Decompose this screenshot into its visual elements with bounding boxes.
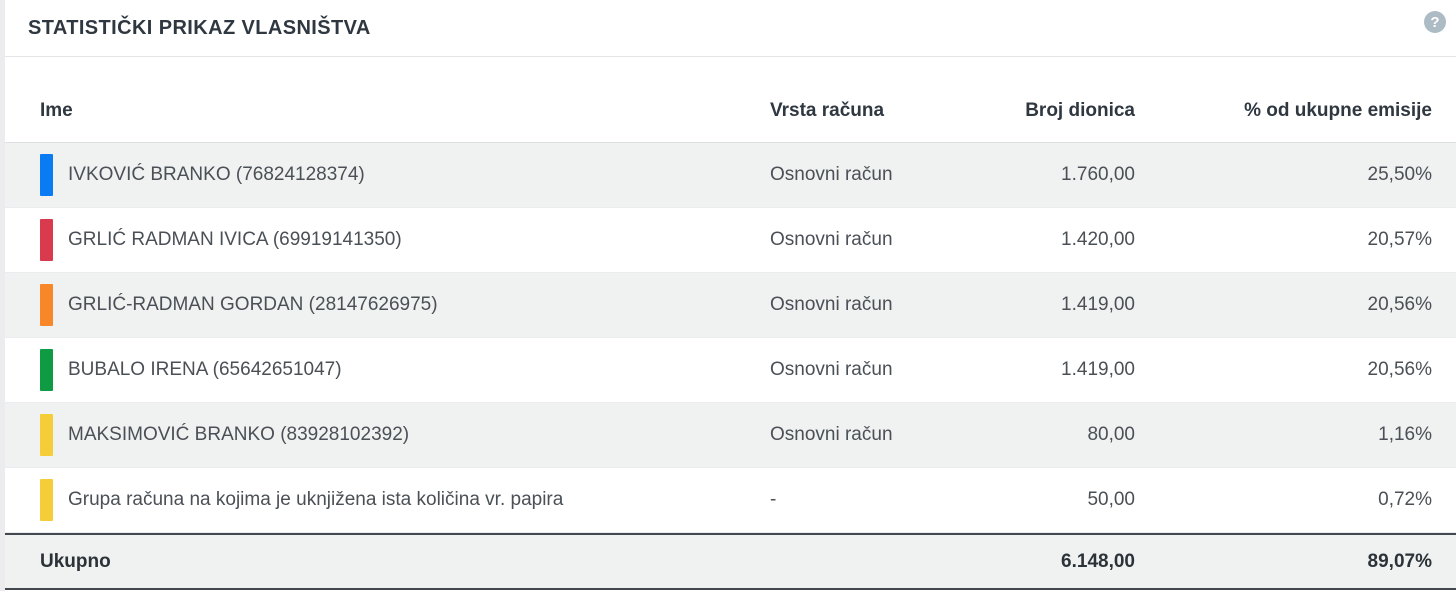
account-type: Osnovni račun bbox=[770, 229, 893, 250]
color-marker-icon bbox=[40, 349, 53, 391]
color-marker-icon bbox=[40, 154, 53, 196]
color-marker-icon bbox=[40, 414, 53, 456]
total-shares: 6.148,00 bbox=[1061, 550, 1135, 572]
page-left-edge bbox=[0, 0, 5, 591]
percent-value: 20,56% bbox=[1367, 359, 1432, 380]
owner-name: Grupa računa na kojima je uknjižena ista… bbox=[68, 489, 564, 510]
column-header-name: Ime bbox=[40, 99, 73, 121]
total-percent: 89,07% bbox=[1367, 550, 1432, 572]
page-title: STATISTIČKI PRIKAZ VLASNIŠTVA bbox=[28, 16, 371, 39]
percent-value: 1,16% bbox=[1378, 424, 1432, 445]
owner-name: GRLIĆ RADMAN IVICA (69919141350) bbox=[68, 229, 402, 250]
help-icon[interactable]: ? bbox=[1424, 11, 1446, 33]
color-marker-icon bbox=[40, 284, 53, 326]
table-row: MAKSIMOVIĆ BRANKO (83928102392) Osnovni … bbox=[5, 403, 1456, 468]
color-marker-icon bbox=[40, 219, 53, 261]
account-type: Osnovni račun bbox=[770, 424, 893, 445]
column-header-percent: % od ukupne emisije bbox=[1244, 99, 1432, 121]
shares-value: 1.419,00 bbox=[1061, 359, 1135, 380]
total-label: Ukupno bbox=[40, 550, 111, 572]
table-row: GRLIĆ RADMAN IVICA (69919141350) Osnovni… bbox=[5, 208, 1456, 273]
account-type: - bbox=[770, 489, 777, 510]
shares-value: 1.420,00 bbox=[1061, 229, 1135, 250]
owner-name: IVKOVIĆ BRANKO (76824128374) bbox=[68, 164, 365, 185]
percent-value: 25,50% bbox=[1367, 164, 1432, 185]
owner-name: BUBALO IRENA (65642651047) bbox=[68, 359, 342, 380]
ownership-statistics-panel: STATISTIČKI PRIKAZ VLASNIŠTVA ? Ime Vrst… bbox=[5, 0, 1456, 590]
shares-value: 80,00 bbox=[1087, 424, 1135, 445]
account-type: Osnovni račun bbox=[770, 359, 893, 380]
shares-value: 50,00 bbox=[1087, 489, 1135, 510]
owner-name: MAKSIMOVIĆ BRANKO (83928102392) bbox=[68, 424, 410, 445]
table-row: Grupa računa na kojima je uknjižena ista… bbox=[5, 468, 1456, 533]
table-row: GRLIĆ-RADMAN GORDAN (28147626975) Osnovn… bbox=[5, 273, 1456, 338]
color-marker-icon bbox=[40, 479, 53, 521]
table-total-row: Ukupno 6.148,00 89,07% bbox=[5, 533, 1456, 590]
account-type: Osnovni račun bbox=[770, 164, 893, 185]
table-body: IVKOVIĆ BRANKO (76824128374) Osnovni rač… bbox=[5, 143, 1456, 533]
column-header-shares: Broj dionica bbox=[1025, 99, 1135, 121]
table-row: BUBALO IRENA (65642651047) Osnovni račun… bbox=[5, 338, 1456, 403]
panel-titlebar: STATISTIČKI PRIKAZ VLASNIŠTVA ? bbox=[5, 0, 1456, 57]
table-row: IVKOVIĆ BRANKO (76824128374) Osnovni rač… bbox=[5, 143, 1456, 208]
account-type: Osnovni račun bbox=[770, 294, 893, 315]
table-header-row: Ime Vrsta računa Broj dionica % od ukupn… bbox=[5, 57, 1456, 143]
shares-value: 1.760,00 bbox=[1061, 164, 1135, 185]
percent-value: 20,56% bbox=[1367, 294, 1432, 315]
owner-name: GRLIĆ-RADMAN GORDAN (28147626975) bbox=[68, 294, 438, 315]
column-header-account: Vrsta računa bbox=[770, 99, 885, 121]
ownership-table: Ime Vrsta računa Broj dionica % od ukupn… bbox=[5, 57, 1456, 590]
shares-value: 1.419,00 bbox=[1061, 294, 1135, 315]
percent-value: 20,57% bbox=[1367, 229, 1432, 250]
percent-value: 0,72% bbox=[1378, 489, 1432, 510]
